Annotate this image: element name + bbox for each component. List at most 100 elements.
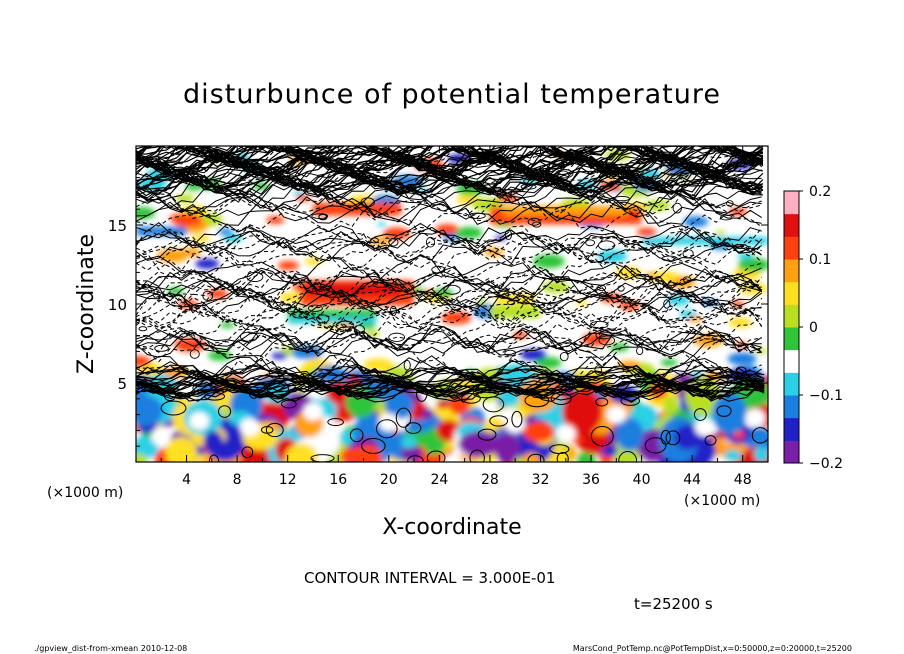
contour-loop <box>327 418 344 427</box>
field-cell <box>636 227 657 237</box>
contour-loop <box>665 430 681 446</box>
contour-line <box>136 363 765 381</box>
contour-loop <box>682 276 692 283</box>
contour-line <box>136 281 762 310</box>
contour-loop <box>389 305 397 317</box>
contour-loop <box>598 335 616 346</box>
field-cell <box>203 430 224 454</box>
contour-loop <box>376 419 398 439</box>
contour-line <box>136 376 765 393</box>
contour-loop <box>557 170 570 181</box>
colorbar-tick-label: −0.1 <box>809 388 843 404</box>
field-cell <box>305 257 323 265</box>
field-vortex <box>302 402 323 421</box>
contour-line <box>136 166 764 191</box>
colorbar-tick-label: 0 <box>809 320 818 336</box>
footer-right: MarsCond_PotTemp.nc@PotTempDist,x=0:5000… <box>573 644 852 653</box>
field-cell <box>663 396 680 414</box>
contour-line <box>136 322 762 351</box>
contour-line <box>136 255 762 285</box>
contour-line <box>136 255 762 283</box>
contour-loop <box>266 380 289 400</box>
colorbar-segment <box>784 259 799 283</box>
field-vortex <box>378 413 399 432</box>
contour-loop <box>504 229 513 241</box>
contour-line <box>136 146 764 172</box>
field-vortex <box>606 405 627 424</box>
field-cell <box>455 226 483 239</box>
contour-loop <box>587 254 605 263</box>
contour-line <box>136 329 762 356</box>
x-tick-label: 16 <box>329 472 347 488</box>
x-tick-label: 28 <box>481 472 499 488</box>
contour-loop <box>644 437 667 454</box>
field-cell <box>277 260 299 271</box>
field-cell <box>401 435 417 449</box>
contour-line <box>136 229 763 255</box>
contour-line <box>136 370 765 387</box>
contour-loop <box>527 217 541 226</box>
field-cell <box>458 436 479 451</box>
colorbar-tick-label: 0.1 <box>809 252 831 268</box>
contour-loop <box>335 320 355 331</box>
field-cell <box>644 199 671 211</box>
contour-loop <box>620 395 640 406</box>
x-axis: 4 8 12 16 20 24 28 32 36 40 44 48 <box>160 146 752 488</box>
field-cell <box>136 436 159 459</box>
contour-line <box>136 303 763 331</box>
contour-lines <box>136 146 768 462</box>
colorbar-segment <box>784 327 799 351</box>
contour-loop <box>618 451 638 462</box>
field-vortex <box>555 424 576 443</box>
contour-loop <box>704 435 717 446</box>
contour-loop <box>527 453 545 462</box>
contour-loop <box>349 428 364 443</box>
field-cell <box>271 352 288 360</box>
field-cell <box>435 224 459 235</box>
field-cell <box>653 271 679 282</box>
contour-line <box>136 193 762 221</box>
x-tick-label: 40 <box>633 472 651 488</box>
field-cell <box>727 352 757 366</box>
field-cell <box>535 356 562 369</box>
contour-line <box>136 279 762 306</box>
field-cell <box>279 292 304 303</box>
contour-loop <box>590 426 614 447</box>
contour-loop <box>405 422 422 434</box>
contour-loop <box>431 265 446 274</box>
field-vortex <box>189 411 210 430</box>
contour-line <box>136 146 764 167</box>
contour-loop <box>555 169 574 179</box>
field-cell <box>191 234 211 243</box>
contour-loop <box>477 428 497 441</box>
contour-loop <box>550 391 572 405</box>
contour-loop <box>407 455 424 462</box>
contour-line <box>136 290 763 317</box>
contour-line <box>136 190 762 219</box>
contour-loop <box>701 296 716 305</box>
contour-loop <box>369 237 379 244</box>
contour-line <box>136 372 765 389</box>
field-cell <box>218 228 233 235</box>
field-band <box>489 305 541 319</box>
contour-loop <box>507 300 516 306</box>
contour-line <box>136 168 764 192</box>
contour-loop <box>241 446 254 459</box>
contour-loop <box>443 284 461 295</box>
y-tick-label: 10 <box>108 296 127 314</box>
field-cell <box>421 408 434 420</box>
contour-line <box>136 378 765 394</box>
contour-loop <box>138 326 148 332</box>
contour-line <box>136 387 765 404</box>
colorbar-ticks: 0.2 0.1 0 −0.1 −0.2 <box>799 184 843 472</box>
contour-loop <box>523 177 541 185</box>
contour-loop <box>469 449 485 462</box>
contour-loop <box>661 255 678 262</box>
contour-loop <box>468 212 486 220</box>
contour-loop <box>735 366 747 374</box>
field-cell <box>494 432 521 462</box>
contour-loop <box>189 349 200 359</box>
contour-loop <box>202 290 214 301</box>
contour-loop <box>716 405 732 417</box>
